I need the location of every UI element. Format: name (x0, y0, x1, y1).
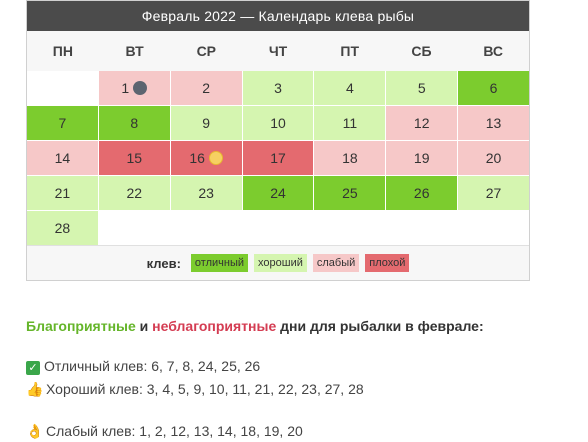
ok-hand-icon: 👌 (26, 423, 44, 439)
good-days-line: 👍 Хороший клев: 3, 4, 5, 9, 10, 11, 21, 2… (26, 381, 364, 398)
day-number: 3 (274, 80, 282, 96)
day-cell: 5 (386, 71, 458, 105)
day-number: 19 (413, 150, 430, 166)
unfavorable-word: неблагоприятные (152, 318, 277, 334)
empty-cell (314, 211, 386, 245)
good-days-text: Хороший клев: 3, 4, 5, 9, 10, 11, 21, 22… (46, 381, 364, 397)
day-number: 24 (270, 185, 286, 201)
day-number: 22 (126, 185, 143, 201)
weekday-thu: ЧТ (268, 43, 288, 59)
day-cell: 6 (458, 71, 529, 105)
day-cell: 8 (98, 106, 170, 140)
day-cell: 17 (242, 141, 314, 175)
day-cell: 4 (314, 71, 386, 105)
day-cell: 10 (242, 106, 314, 140)
day-number: 10 (270, 115, 286, 131)
legend-title: клев: (146, 255, 181, 271)
day-cell: 12 (386, 106, 458, 140)
day-cell: 20 (458, 141, 529, 175)
day-number: 9 (202, 115, 211, 131)
day-number: 21 (54, 185, 71, 201)
excellent-days-text: Отличный клев: 6, 7, 8, 24, 25, 26 (44, 358, 261, 374)
empty-cell (458, 211, 529, 245)
day-cell: 27 (458, 176, 529, 210)
day-number: 23 (198, 185, 214, 201)
day-number: 28 (54, 220, 71, 236)
full-moon-icon (208, 151, 223, 165)
weekday-wed: СР (196, 43, 217, 59)
calendar-grid: 1 2 3 4 5 6 7 8 9 10 11 12 13 14 15 16 17 18 19 20 21 22 23 24 2… (27, 71, 529, 245)
weekday-mon: ПН (52, 43, 73, 59)
day-cell: 13 (458, 106, 529, 140)
day-number: 2 (202, 80, 211, 96)
day-cell: 24 (242, 176, 314, 210)
day-number: 13 (485, 115, 502, 131)
day-cell: 2 (170, 71, 242, 105)
day-cell: 9 (170, 106, 242, 140)
day-cell: 21 (27, 176, 98, 210)
legend-weak: слабый (312, 254, 360, 272)
day-number: 17 (270, 150, 286, 166)
day-number: 15 (126, 150, 143, 166)
day-number: 20 (485, 150, 502, 166)
legend-excellent: отличный (190, 254, 249, 272)
day-cell: 16 (170, 141, 242, 175)
day-cell: 7 (27, 106, 98, 140)
day-number: 11 (342, 115, 358, 131)
day-cell: 22 (98, 176, 170, 210)
day-number: 7 (58, 115, 67, 131)
summary-heading: Благоприятные и неблагоприятные дни для … (26, 318, 586, 334)
day-cell: 23 (170, 176, 242, 210)
day-number: 5 (417, 80, 426, 96)
heading-rest: дни для рыбалки в феврале: (276, 318, 484, 334)
day-cell: 19 (386, 141, 458, 175)
day-number: 12 (413, 115, 430, 131)
day-cell: 28 (27, 211, 98, 245)
weekday-sun: ВС (483, 43, 504, 59)
empty-cell (27, 71, 98, 105)
day-number: 1 (121, 80, 130, 96)
calendar-title: Февраль 2022 — Календарь клева рыбы (27, 1, 529, 31)
legend-good: хороший (254, 254, 307, 272)
day-cell: 25 (314, 176, 386, 210)
new-moon-icon (133, 81, 148, 95)
weekday-fri: ПТ (340, 43, 360, 59)
day-number: 18 (342, 150, 358, 166)
legend: клев: отличный хороший слабый плохой (27, 245, 529, 280)
weak-days-text: Слабый клев: 1, 2, 12, 13, 14, 18, 19, 2… (46, 423, 303, 439)
day-cell: 3 (242, 71, 314, 105)
day-number: 6 (489, 80, 498, 96)
check-icon: ✓ (26, 361, 40, 375)
weekday-sat: СБ (411, 43, 432, 59)
day-cell: 14 (27, 141, 98, 175)
empty-cell (98, 211, 170, 245)
and-word: и (135, 318, 153, 334)
favorable-word: Благоприятные (26, 318, 136, 334)
empty-cell (242, 211, 314, 245)
day-cell: 18 (314, 141, 386, 175)
thumbs-up-icon: 👍 (26, 381, 44, 397)
legend-bad: плохой (365, 254, 410, 272)
weak-days-line: 👌 Слабый клев: 1, 2, 12, 13, 14, 18, 19, … (26, 423, 303, 440)
excellent-days-line: ✓ Отличный клев: 6, 7, 8, 24, 25, 26 (26, 358, 260, 375)
day-cell: 1 (98, 71, 170, 105)
empty-cell (170, 211, 242, 245)
day-number: 16 (189, 150, 205, 166)
day-cell: 26 (386, 176, 458, 210)
day-number: 25 (342, 185, 358, 201)
day-cell: 15 (98, 141, 170, 175)
day-number: 8 (130, 115, 139, 131)
day-number: 4 (345, 80, 354, 96)
day-number: 27 (485, 185, 502, 201)
day-number: 14 (54, 150, 71, 166)
weekday-tue: ВТ (125, 43, 144, 59)
empty-cell (386, 211, 458, 245)
weekday-header: ПН ВТ СР ЧТ ПТ СБ ВС (27, 31, 529, 71)
fishing-calendar: Февраль 2022 — Календарь клева рыбы ПН В… (26, 0, 530, 281)
day-cell: 11 (314, 106, 386, 140)
day-number: 26 (413, 185, 430, 201)
